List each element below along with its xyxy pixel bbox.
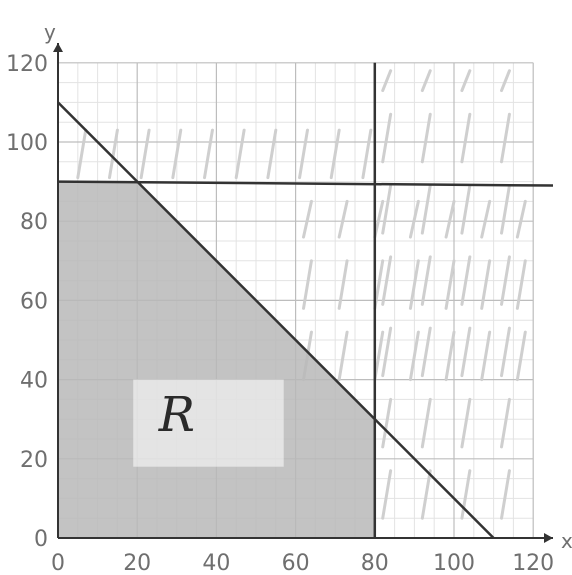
- hatch-stroke: [171, 128, 183, 180]
- hatch-stroke: [420, 469, 432, 520]
- hatch-stroke: [373, 199, 385, 239]
- hatch-stroke: [203, 128, 214, 180]
- hatch-stroke: [444, 259, 456, 310]
- x-tick-label: 100: [433, 551, 475, 575]
- hatch-stroke: [500, 397, 511, 449]
- hatch-stroke: [302, 259, 313, 310]
- hatch-stroke: [460, 69, 472, 93]
- hatch-stroke: [266, 128, 278, 180]
- hatch-stroke: [408, 330, 420, 382]
- hatch-stroke: [500, 184, 511, 235]
- hatch-stroke: [107, 128, 119, 180]
- hatch-stroke: [515, 199, 527, 239]
- hatch-stroke: [329, 128, 341, 180]
- hatch-stroke: [381, 326, 393, 378]
- hatch-stroke: [500, 326, 511, 378]
- feasible-region: R: [58, 181, 375, 538]
- hatch-stroke: [337, 199, 349, 239]
- x-tick-label: 60: [282, 551, 310, 575]
- hatch-stroke: [480, 330, 492, 382]
- hatch-stroke: [139, 128, 151, 180]
- hatch-stroke: [381, 69, 393, 93]
- tick-labels: 0 20 40 60 80 100 120 0 20 40 60 80 100 120: [6, 52, 554, 575]
- hatch-stroke: [500, 469, 511, 520]
- y-axis-arrow-icon: [53, 43, 63, 52]
- hatch-stroke: [234, 128, 246, 180]
- region-inner-shading: [133, 379, 284, 467]
- hatch-stroke: [444, 330, 456, 382]
- hatch-stroke: [381, 397, 393, 449]
- hatch-stroke: [460, 112, 472, 164]
- y-tick-label: 20: [20, 448, 48, 473]
- hatch-stroke: [420, 397, 432, 449]
- constraint-lines: [57, 62, 554, 539]
- hatch-stroke: [420, 255, 432, 306]
- constraint-line: [57, 180, 554, 187]
- y-tick-label: 60: [20, 289, 48, 314]
- y-tick-label: 120: [6, 52, 48, 77]
- hatch-stroke: [76, 128, 88, 180]
- y-tick-label: 80: [20, 210, 48, 235]
- hatch-stroke: [298, 128, 309, 180]
- x-axis-arrow-icon: [544, 533, 553, 543]
- y-tick-label: 100: [6, 131, 48, 156]
- hatch-stroke: [480, 259, 492, 310]
- hatch-stroke: [420, 326, 432, 378]
- hatch-stroke: [420, 69, 432, 93]
- constraint-line: [57, 101, 495, 539]
- hatch-stroke: [408, 199, 420, 239]
- y-tick-label: 40: [20, 369, 48, 394]
- hatch-stroke: [460, 184, 472, 235]
- hatch-stroke: [460, 255, 472, 306]
- hatch-stroke: [381, 184, 393, 235]
- hatch-stroke: [381, 112, 393, 164]
- axes: xy: [44, 20, 572, 553]
- hatch-stroke: [515, 330, 527, 382]
- hatch-stroke: [480, 199, 492, 239]
- x-tick-label: 40: [202, 551, 230, 575]
- hatch-stroke: [373, 259, 385, 310]
- hatch-stroke: [302, 199, 313, 239]
- hatch-stroke: [337, 259, 349, 310]
- y-tick-label: 0: [34, 527, 48, 552]
- hatch-stroke: [500, 112, 511, 164]
- hatch-stroke: [515, 259, 527, 310]
- hatch-stroke: [381, 469, 393, 520]
- x-tick-label: 120: [512, 551, 554, 575]
- y-axis-name: y: [44, 20, 56, 44]
- region-label: R: [158, 387, 195, 443]
- x-tick-label: 80: [361, 551, 389, 575]
- hatch-stroke: [381, 255, 393, 306]
- hatch-stroke: [361, 128, 373, 180]
- hatch-stroke: [500, 69, 511, 93]
- hatch-stroke: [460, 326, 472, 378]
- hatch-stroke: [460, 469, 472, 520]
- hatch-stroke: [444, 199, 456, 239]
- hatch-stroke: [420, 112, 432, 164]
- hatch-stroke: [420, 184, 432, 235]
- hatch-stroke: [373, 330, 385, 382]
- hatch-stroke: [500, 255, 511, 306]
- x-tick-label: 0: [51, 551, 65, 575]
- x-axis-name: x: [561, 529, 572, 553]
- hatch-stroke: [337, 330, 349, 382]
- hatch-stroke: [460, 397, 472, 449]
- hatch-stroke: [408, 259, 420, 310]
- x-tick-label: 20: [123, 551, 151, 575]
